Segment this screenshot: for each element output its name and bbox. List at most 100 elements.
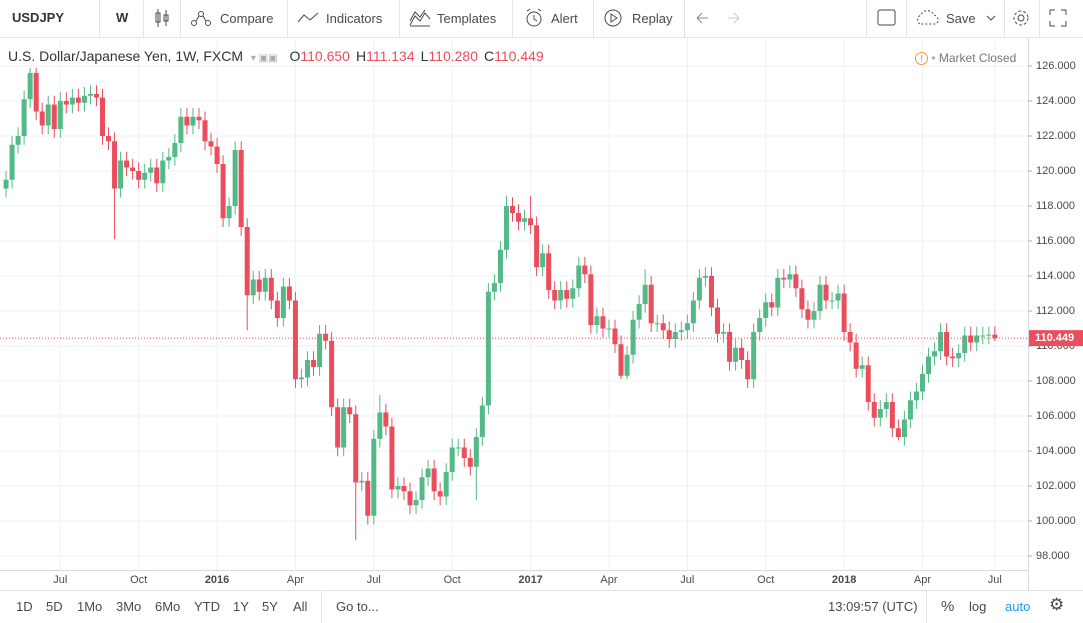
separator bbox=[287, 0, 288, 37]
alert-button[interactable]: Alert bbox=[551, 11, 578, 26]
y-tick-label: 106.000 bbox=[1036, 410, 1076, 422]
compare-icon bbox=[191, 11, 211, 26]
chart-style-icon[interactable] bbox=[154, 8, 170, 28]
interval[interactable]: W bbox=[116, 10, 129, 25]
candle-body bbox=[944, 332, 950, 357]
range-button[interactable]: 5D bbox=[46, 599, 63, 614]
candle-body bbox=[799, 288, 805, 310]
range-button[interactable]: YTD bbox=[194, 599, 220, 614]
ohlc-value: 110.280 bbox=[428, 48, 478, 64]
clock: 13:09:57 (UTC) bbox=[828, 599, 918, 614]
ohlc-value: 110.449 bbox=[494, 48, 544, 64]
candle-body bbox=[618, 344, 624, 376]
indicators-button[interactable]: Indicators bbox=[326, 11, 383, 26]
candle-body bbox=[274, 300, 280, 319]
candle-body bbox=[292, 300, 298, 380]
candle-body bbox=[81, 95, 87, 103]
separator bbox=[593, 0, 594, 37]
replay-button[interactable]: Replay bbox=[632, 11, 673, 26]
candle-body bbox=[184, 116, 190, 126]
y-tick-label: 116.000 bbox=[1036, 235, 1075, 247]
candle-body bbox=[534, 225, 540, 268]
ohlc-value: 111.134 bbox=[366, 48, 415, 64]
candle-body bbox=[678, 330, 684, 333]
candle-body bbox=[377, 412, 383, 439]
candle-body bbox=[51, 104, 57, 130]
candle-body bbox=[859, 365, 865, 369]
candle-body bbox=[805, 309, 811, 320]
candle-body bbox=[202, 120, 208, 142]
fullscreen-icon[interactable] bbox=[1049, 9, 1067, 27]
y-tick-label: 120.000 bbox=[1036, 165, 1076, 177]
candle-body bbox=[624, 354, 630, 376]
y-tick-label: 112.000 bbox=[1036, 305, 1075, 317]
candle-body bbox=[27, 73, 33, 100]
templates-button[interactable]: Templates bbox=[437, 11, 497, 26]
range-button[interactable]: 3Mo bbox=[116, 599, 142, 614]
candle-body bbox=[564, 290, 570, 299]
candle-body bbox=[178, 116, 184, 144]
candle-body bbox=[956, 353, 962, 359]
save-dropdown[interactable] bbox=[986, 14, 996, 22]
candle-body bbox=[950, 356, 956, 359]
settings-icon[interactable] bbox=[1011, 8, 1031, 28]
candle-body bbox=[497, 249, 503, 284]
undo-redo-icons[interactable] bbox=[694, 10, 742, 26]
range-button[interactable]: All bbox=[293, 599, 308, 614]
candle-body bbox=[576, 265, 582, 289]
candle-body bbox=[769, 302, 775, 308]
goto-button[interactable]: Go to... bbox=[336, 599, 379, 614]
candle-body bbox=[15, 136, 21, 145]
save-button[interactable]: Save bbox=[946, 11, 976, 26]
settings-button[interactable]: ⚙ bbox=[1049, 595, 1065, 614]
candle-body bbox=[389, 426, 395, 490]
candle-body bbox=[335, 407, 341, 448]
status-text: Market Closed bbox=[938, 51, 1017, 65]
candle-body bbox=[558, 290, 564, 301]
y-tick-label: 124.000 bbox=[1036, 95, 1076, 107]
range-button[interactable]: 1Mo bbox=[77, 599, 103, 614]
chart-legend: U.S. Dollar/Japanese Yen, 1W, FXCM ▾ ▣▣ … bbox=[8, 48, 550, 64]
range-button[interactable]: 1D bbox=[16, 599, 33, 614]
compare-button[interactable]: Compare bbox=[220, 11, 274, 26]
indicators-icon bbox=[297, 12, 319, 23]
separator bbox=[399, 0, 400, 37]
x-tick-label: Jul bbox=[367, 574, 381, 586]
candle-body bbox=[142, 172, 148, 180]
candle-body bbox=[751, 332, 757, 380]
candle-body bbox=[853, 342, 859, 369]
candle-body bbox=[407, 491, 413, 506]
chart-background bbox=[0, 38, 1083, 590]
ohlc-key: H bbox=[355, 48, 367, 64]
candle-body bbox=[787, 274, 793, 280]
range-button[interactable]: 5Y bbox=[262, 599, 278, 614]
range-button[interactable]: 6Mo bbox=[155, 599, 181, 614]
candle-body bbox=[642, 284, 648, 305]
candle-body bbox=[136, 171, 142, 180]
candle-body bbox=[763, 302, 769, 319]
candle-body bbox=[160, 160, 166, 184]
x-tick-label: Oct bbox=[444, 574, 461, 586]
candle-body bbox=[690, 300, 696, 324]
candle-body bbox=[298, 377, 304, 380]
candle-body bbox=[21, 99, 27, 137]
candle-body bbox=[835, 293, 841, 301]
candle-body bbox=[329, 340, 335, 408]
candle-body bbox=[39, 111, 45, 126]
layout-icon[interactable] bbox=[877, 9, 897, 27]
candle-body bbox=[516, 213, 522, 222]
candle-body bbox=[437, 491, 443, 497]
candle-body bbox=[443, 472, 449, 497]
percent-toggle[interactable]: % bbox=[941, 598, 955, 615]
legend-icons[interactable]: ▾ ▣▣ bbox=[250, 53, 278, 64]
log-toggle[interactable]: log bbox=[969, 599, 987, 614]
candle-body bbox=[347, 407, 353, 415]
market-status: ! • Market Closed bbox=[915, 51, 1016, 65]
auto-toggle[interactable]: auto bbox=[1005, 599, 1031, 614]
candle-body bbox=[268, 277, 274, 301]
candle-body bbox=[455, 447, 461, 449]
symbol[interactable]: USDJPY bbox=[12, 10, 65, 25]
templates-icon bbox=[409, 9, 431, 27]
range-button[interactable]: 1Y bbox=[233, 599, 249, 614]
candle-body bbox=[413, 500, 419, 506]
